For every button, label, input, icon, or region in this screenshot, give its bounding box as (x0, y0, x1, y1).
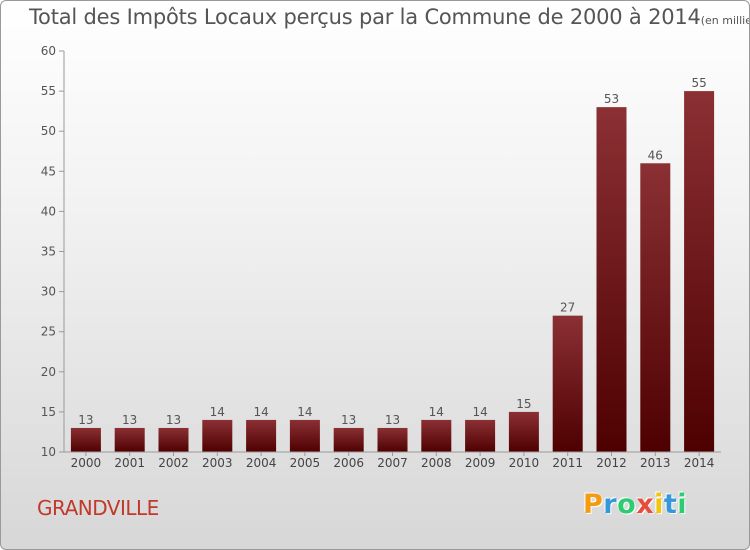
bar-value-label: 13 (341, 413, 356, 427)
bar-value-label: 14 (210, 405, 225, 419)
bar-value-label: 13 (78, 413, 93, 427)
y-tick-label: 50 (41, 124, 56, 138)
bar-value-label: 14 (472, 405, 487, 419)
y-tick-label: 15 (41, 405, 56, 419)
x-axis: 2000 2001 2002 2003 2004 2005 2006 2007 2008 2009… (64, 451, 721, 470)
chart-title-text: Total des Impôts Locaux perçus par la Co… (29, 5, 701, 29)
y-tick-label: 30 (41, 285, 56, 299)
y-tick-label: 35 (41, 245, 56, 259)
logo-letter: i (677, 489, 688, 520)
logo-letter: x (636, 489, 655, 520)
x-tick-label: 2010 (509, 456, 540, 470)
bar-2011 (552, 315, 583, 452)
x-tick-label: 2000 (71, 456, 102, 470)
bar-2005 (289, 419, 320, 452)
logo-letter: i (654, 489, 664, 520)
bar-2007 (377, 427, 408, 452)
y-tick-label: 55 (41, 84, 56, 98)
y-tick-label: 10 (41, 445, 56, 459)
proxiti-logo: Proxiti (583, 489, 687, 520)
x-tick-label: 2013 (640, 456, 671, 470)
bar-value-label: 15 (516, 397, 531, 411)
bar-2001 (114, 427, 145, 452)
bar-2006 (333, 427, 364, 452)
x-tick-label: 2011 (552, 456, 583, 470)
bar-2014 (684, 91, 715, 452)
bar-2008 (421, 419, 452, 452)
logo-letter: t (663, 489, 678, 520)
bar-2010 (508, 411, 539, 452)
x-tick-label: 2014 (684, 456, 715, 470)
bar-value-label: 46 (648, 148, 663, 162)
bar-value-label: 14 (297, 405, 312, 419)
x-tick-label: 2004 (246, 456, 277, 470)
x-tick-label: 2001 (114, 456, 145, 470)
y-tick-label: 25 (41, 325, 56, 339)
chart-unit-label: (en milliers d'€) (700, 14, 749, 27)
x-tick-label: 2012 (596, 456, 627, 470)
logo-letter: o (617, 489, 637, 520)
chart-title: Total des Impôts Locaux perçus par la Co… (29, 5, 749, 29)
bar-value-label: 53 (604, 92, 619, 106)
y-axis: 10 15 20 25 30 35 40 45 50 55 60 (41, 44, 65, 459)
y-tick-label: 45 (41, 164, 56, 178)
commune-name: GRANDVILLE (37, 496, 159, 520)
bar-value-label: 27 (560, 301, 575, 315)
y-tick-label: 60 (41, 44, 56, 58)
x-tick-label: 2003 (202, 456, 233, 470)
bar-value-label: 13 (122, 413, 137, 427)
x-tick-label: 2006 (333, 456, 364, 470)
x-tick-label: 2002 (158, 456, 189, 470)
logo-letter: r (603, 489, 618, 520)
bar-2009 (465, 419, 496, 452)
bar-value-label: 55 (691, 76, 706, 90)
x-tick-label: 2007 (377, 456, 408, 470)
bar-2004 (246, 419, 277, 452)
logo-letter: P (583, 489, 604, 520)
x-tick-label: 2008 (421, 456, 452, 470)
bar-2013 (640, 163, 671, 452)
y-tick-label: 40 (41, 204, 56, 218)
bar-value-label: 13 (385, 413, 400, 427)
y-tick-label: 20 (41, 365, 56, 379)
bars-group: 13 13 13 14 14 14 13 13 14 14 15 27 53 46 55 (70, 76, 715, 452)
bar-value-label: 14 (253, 405, 268, 419)
bar-2002 (158, 427, 189, 452)
bar-2003 (202, 419, 233, 452)
x-tick-label: 2009 (465, 456, 496, 470)
bar-value-label: 13 (166, 413, 181, 427)
x-tick-label: 2005 (290, 456, 321, 470)
bar-2000 (70, 427, 101, 452)
bar-2012 (596, 107, 627, 452)
bar-value-label: 14 (429, 405, 444, 419)
